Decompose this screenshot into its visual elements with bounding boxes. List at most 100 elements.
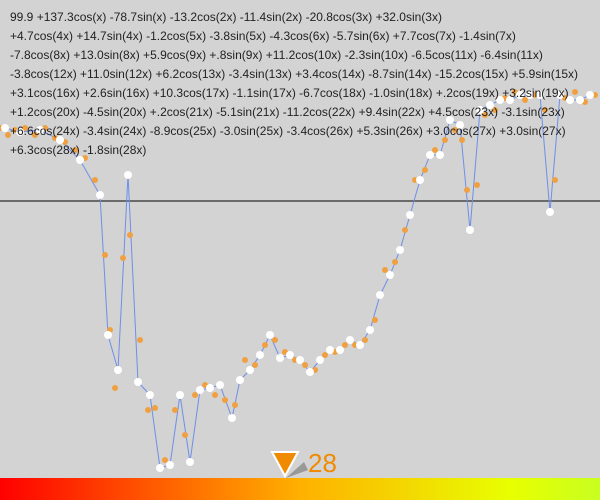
data-point: [392, 259, 398, 265]
data-point: [72, 147, 78, 153]
data-point: [120, 255, 126, 261]
data-point: [396, 246, 404, 254]
data-point: [506, 96, 514, 104]
data-point: [182, 432, 188, 438]
data-point: [556, 91, 564, 99]
data-point: [406, 211, 414, 219]
data-point: [1, 124, 9, 132]
data-point: [16, 128, 24, 136]
data-point: [306, 368, 314, 376]
formula-line: +1.2cos(20x) -4.5sin(20x) +.2cos(21x) -5…: [10, 105, 565, 119]
data-point: [246, 366, 254, 374]
data-point: [162, 457, 168, 463]
data-point: [326, 346, 334, 354]
data-point: [102, 252, 108, 258]
data-point: [566, 96, 574, 104]
data-point: [526, 91, 534, 99]
data-point: [316, 356, 324, 364]
data-point: [256, 351, 264, 359]
slider-value: 28: [308, 448, 337, 478]
data-point: [36, 126, 44, 134]
slider-pointer: [286, 462, 308, 478]
data-point: [452, 127, 458, 133]
formula-line: -3.8cos(12x) +11.0sin(12x) +6.2cos(13x) …: [10, 67, 578, 81]
data-point: [464, 187, 470, 193]
slider-track[interactable]: [0, 478, 600, 500]
formula-line: +6.6cos(24x) -3.4sin(24x) -8.9cos(25x) -…: [10, 124, 566, 138]
data-point: [56, 136, 64, 144]
data-point: [22, 125, 28, 131]
data-point: [372, 317, 378, 323]
data-point: [382, 267, 388, 273]
data-point: [156, 464, 164, 472]
data-point: [576, 96, 584, 104]
data-point: [266, 331, 274, 339]
data-point: [422, 167, 428, 173]
data-point: [362, 337, 368, 343]
data-point: [432, 147, 438, 153]
data-point: [322, 352, 328, 358]
data-point: [459, 137, 465, 143]
data-point: [192, 392, 198, 398]
data-point: [124, 171, 132, 179]
data-point: [114, 366, 122, 374]
data-point: [586, 91, 594, 99]
data-point: [546, 208, 554, 216]
data-point: [176, 391, 184, 399]
slider-handle[interactable]: [270, 451, 300, 479]
data-point: [232, 402, 238, 408]
data-point: [486, 101, 494, 109]
data-point: [516, 91, 524, 99]
data-point: [252, 362, 258, 368]
data-point: [436, 151, 444, 159]
data-point: [302, 362, 308, 368]
data-point: [127, 232, 133, 238]
data-point: [496, 96, 504, 104]
data-point: [446, 116, 454, 124]
data-point: [242, 357, 248, 363]
data-point: [146, 391, 154, 399]
data-point: [212, 392, 218, 398]
data-point: [32, 132, 38, 138]
data-point: [426, 151, 434, 159]
data-point: [96, 191, 104, 199]
data-point: [228, 414, 236, 422]
data-point: [536, 91, 544, 99]
formula-line: +3.1cos(16x) +2.6sin(16x) +10.3cos(17x) …: [10, 86, 569, 100]
data-point: [272, 337, 278, 343]
formula-line: +4.7cos(4x) +14.7sin(4x) -1.2cos(5x) -3.…: [10, 29, 516, 43]
data-point: [416, 176, 424, 184]
data-point: [262, 342, 268, 348]
data-point: [286, 351, 294, 359]
data-point: [216, 381, 224, 389]
data-point: [104, 331, 112, 339]
data-point: [476, 106, 484, 114]
formula-line: 99.9 +137.3cos(x) -78.7sin(x) -13.2cos(2…: [10, 10, 442, 24]
data-point: [572, 89, 578, 95]
data-point: [196, 386, 204, 394]
data-point: [336, 346, 344, 354]
data-point: [346, 336, 354, 344]
data-point: [236, 376, 244, 384]
data-point: [542, 107, 548, 113]
data-point: [492, 107, 498, 113]
data-point: [152, 405, 158, 411]
data-point: [482, 112, 488, 118]
data-point: [206, 384, 214, 392]
data-point: [222, 397, 228, 403]
data-point: [276, 354, 284, 362]
formula-line: -7.8cos(8x) +13.0sin(8x) +5.9cos(9x) +.8…: [10, 48, 543, 62]
data-point: [186, 458, 194, 466]
data-point: [376, 291, 384, 299]
data-point: [5, 132, 11, 138]
data-point: [356, 341, 364, 349]
plot: [0, 89, 598, 472]
data-point: [466, 226, 474, 234]
data-point: [92, 177, 98, 183]
data-point: [172, 407, 178, 413]
data-point: [386, 271, 394, 279]
data-point: [76, 156, 84, 164]
data-point: [402, 227, 408, 233]
